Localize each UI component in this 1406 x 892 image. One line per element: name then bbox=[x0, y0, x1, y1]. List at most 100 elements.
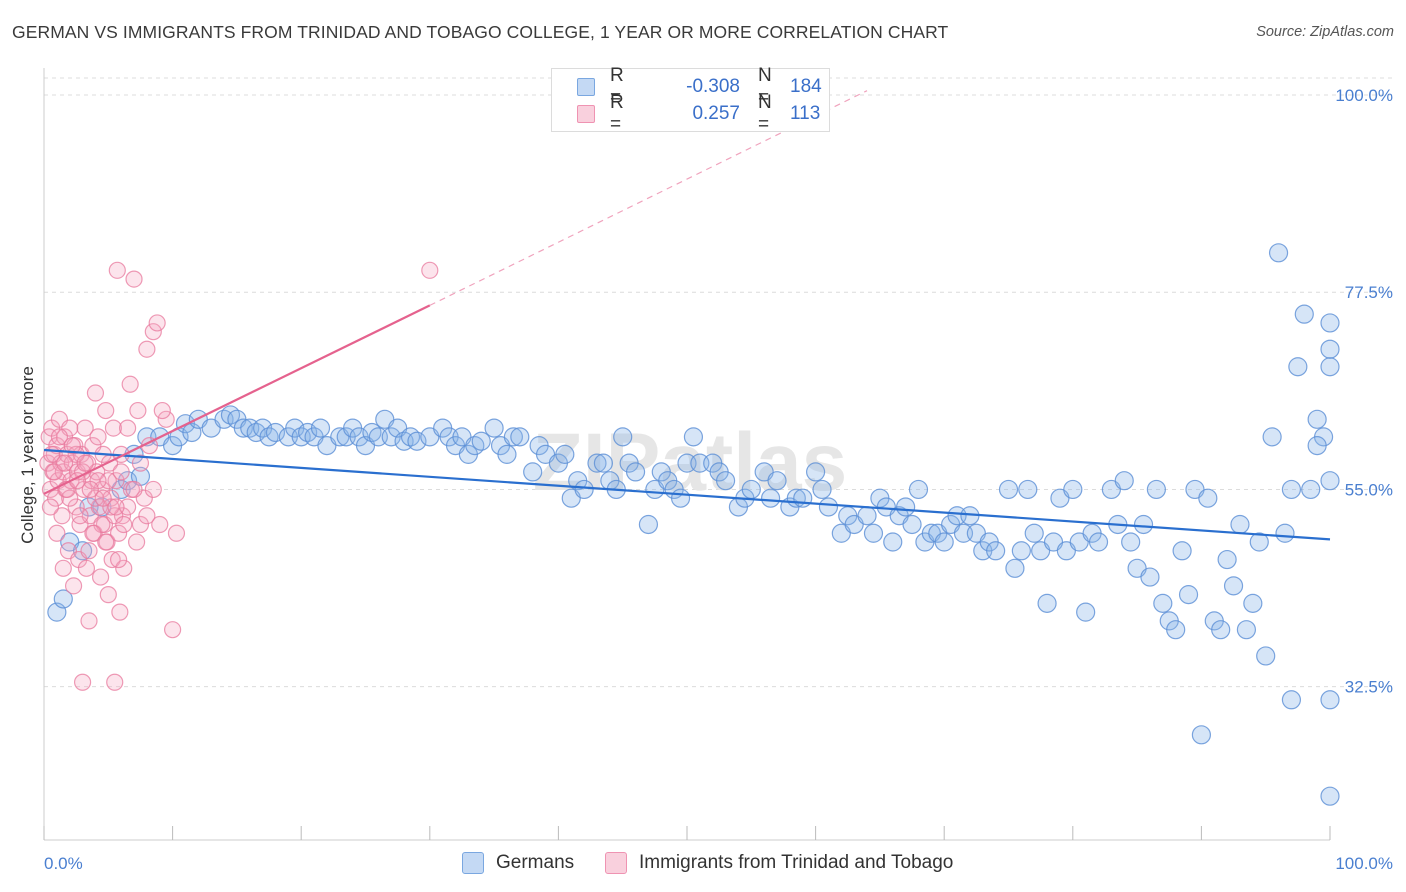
data-point-trinidad bbox=[111, 603, 129, 621]
data-point-trinidad bbox=[167, 524, 186, 542]
data-point-germans bbox=[934, 532, 954, 552]
data-point-germans bbox=[72, 541, 93, 561]
data-point-trinidad bbox=[115, 559, 133, 577]
data-point-trinidad bbox=[76, 419, 94, 437]
data-point-germans bbox=[574, 479, 594, 500]
data-point-germans bbox=[1076, 602, 1096, 622]
data-point-germans bbox=[1230, 514, 1250, 535]
data-point-germans bbox=[497, 444, 517, 464]
data-point-trinidad bbox=[103, 550, 121, 569]
data-point-germans bbox=[1288, 357, 1308, 377]
data-point-trinidad bbox=[48, 524, 66, 542]
trend-line-germans bbox=[43, 448, 1331, 541]
data-point-trinidad bbox=[125, 270, 143, 288]
legend-swatch-trinidad bbox=[577, 105, 595, 123]
data-point-germans bbox=[1262, 427, 1282, 447]
x-tick-label: 0.0% bbox=[44, 854, 83, 873]
source-label: Source: ZipAtlas.com bbox=[1256, 24, 1394, 40]
bottom-legend-swatch-germans bbox=[462, 852, 484, 874]
bottom-legend-trinidad: Immigrants from Trinidad and Tobago bbox=[605, 852, 953, 874]
y-tick-label: 55.0% bbox=[1345, 480, 1393, 499]
legend-r-label: R = bbox=[610, 65, 624, 108]
data-point-germans bbox=[1114, 471, 1134, 491]
data-point-trinidad bbox=[64, 577, 83, 595]
data-point-trinidad bbox=[115, 515, 133, 534]
data-point-trinidad bbox=[67, 445, 85, 463]
data-point-germans bbox=[1037, 593, 1057, 613]
legend-n-value: 113 bbox=[790, 103, 821, 124]
data-point-trinidad bbox=[157, 410, 175, 428]
data-point-trinidad bbox=[164, 621, 182, 639]
data-point-germans bbox=[1236, 620, 1257, 640]
data-point-trinidad bbox=[148, 314, 166, 332]
trend-line-trinidad-extension bbox=[429, 90, 868, 306]
data-point-germans bbox=[741, 479, 761, 500]
data-point-trinidad bbox=[127, 533, 146, 551]
data-point-germans bbox=[1320, 357, 1340, 377]
chart-title: GERMAN VS IMMIGRANTS FROM TRINIDAD AND T… bbox=[12, 22, 949, 42]
data-point-germans bbox=[883, 532, 903, 552]
trend-lines bbox=[43, 90, 1331, 541]
data-point-trinidad bbox=[97, 533, 115, 551]
data-point-trinidad bbox=[54, 559, 72, 577]
bottom-legend-label-trinidad: Immigrants from Trinidad and Tobago bbox=[639, 852, 954, 873]
data-point-germans bbox=[715, 471, 736, 491]
data-point-germans bbox=[1005, 558, 1025, 578]
data-point-germans bbox=[805, 462, 826, 482]
legend-r-label: R = bbox=[610, 92, 624, 135]
data-point-trinidad bbox=[80, 542, 98, 560]
data-point-trinidad bbox=[107, 498, 125, 516]
data-point-germans bbox=[1281, 690, 1302, 710]
data-point-germans bbox=[902, 514, 922, 535]
data-point-trinidad bbox=[67, 498, 85, 516]
y-tick-label: 32.5% bbox=[1345, 678, 1393, 697]
data-point-germans bbox=[863, 523, 884, 543]
data-point-trinidad bbox=[131, 454, 150, 472]
data-point-trinidad bbox=[72, 445, 90, 463]
data-point-germans bbox=[555, 444, 575, 464]
bottom-legend-swatch-trinidad bbox=[605, 852, 627, 874]
data-point-trinidad bbox=[151, 515, 169, 534]
data-point-germans bbox=[1320, 471, 1340, 491]
data-point-trinidad bbox=[144, 323, 162, 341]
data-point-germans bbox=[1307, 409, 1327, 429]
data-point-trinidad bbox=[50, 428, 69, 446]
data-point-trinidad bbox=[125, 480, 143, 499]
data-point-trinidad bbox=[99, 586, 117, 604]
data-point-germans bbox=[1172, 541, 1192, 561]
data-point-germans bbox=[1121, 532, 1141, 552]
data-point-germans bbox=[1249, 532, 1269, 552]
data-point-trinidad bbox=[80, 612, 98, 630]
data-point-germans bbox=[265, 422, 286, 443]
data-point-germans bbox=[1320, 690, 1340, 710]
data-point-trinidad bbox=[93, 515, 111, 534]
bottom-legend-germans: Germans bbox=[462, 852, 574, 874]
data-point-germans bbox=[1198, 488, 1218, 508]
data-point-trinidad bbox=[421, 261, 439, 279]
data-point-germans bbox=[998, 479, 1019, 500]
data-point-trinidad bbox=[112, 463, 130, 481]
data-point-trinidad bbox=[153, 401, 171, 420]
data-point-germans bbox=[1088, 532, 1109, 552]
data-point-trinidad bbox=[81, 480, 99, 499]
data-point-germans bbox=[896, 497, 916, 517]
data-point-germans bbox=[1011, 541, 1031, 561]
data-point-trinidad bbox=[55, 454, 74, 472]
data-point-germans bbox=[1166, 620, 1186, 640]
legend-n-value: 184 bbox=[790, 76, 822, 97]
data-point-trinidad bbox=[104, 419, 123, 437]
data-point-germans bbox=[986, 541, 1006, 561]
data-point-trinidad bbox=[97, 401, 115, 420]
data-point-trinidad bbox=[89, 428, 107, 446]
data-point-germans bbox=[1307, 436, 1327, 456]
legend-r-value: 0.257 bbox=[692, 103, 740, 124]
data-point-germans bbox=[233, 418, 253, 438]
data-point-germans bbox=[1320, 339, 1340, 359]
data-point-germans bbox=[523, 462, 543, 482]
data-point-trinidad bbox=[144, 480, 162, 499]
data-point-trinidad bbox=[39, 454, 57, 472]
data-point-germans bbox=[638, 514, 659, 535]
data-point-trinidad bbox=[131, 515, 150, 534]
data-point-germans bbox=[1211, 620, 1231, 640]
legend-r-value: -0.308 bbox=[686, 76, 740, 97]
